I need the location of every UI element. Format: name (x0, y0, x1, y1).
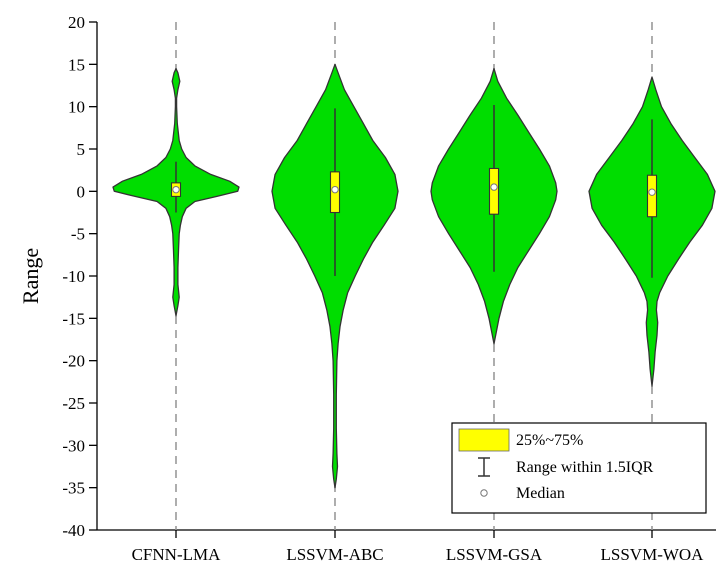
y-tick-label: 5 (77, 140, 86, 159)
legend-box-swatch (458, 428, 510, 452)
legend-label: Median (516, 485, 565, 502)
legend-label: Range within 1.5IQR (516, 459, 654, 476)
y-tick-label: -25 (62, 394, 85, 413)
legend-whisker-icon (478, 457, 490, 477)
violin-group (430, 67, 558, 345)
violin-group (271, 63, 399, 489)
median-marker (648, 188, 656, 196)
y-tick-label: -5 (71, 225, 85, 244)
legend-label: 25%~75% (516, 432, 583, 449)
median-marker (490, 183, 498, 191)
violin-group (588, 76, 716, 387)
legend: 25%~75% Range within 1.5IQR Median (451, 422, 707, 514)
x-tick-label: LSSVM-GSA (446, 545, 543, 564)
x-tick-label: LSSVM-ABC (286, 545, 383, 564)
y-tick-label: 15 (68, 55, 85, 74)
y-tick-label: 0 (77, 182, 86, 201)
median-marker (172, 185, 180, 194)
x-tick-label: LSSVM-WOA (601, 545, 705, 564)
iqr-box (646, 174, 658, 218)
y-tick-label: -15 (62, 309, 85, 328)
violins (112, 63, 716, 489)
y-tick-label: -35 (62, 479, 85, 498)
median-marker (331, 185, 339, 194)
y-tick-label: -30 (62, 436, 85, 455)
x-axis: CFNN-LMA LSSVM-ABC LSSVM-GSA LSSVM-WOA (132, 530, 705, 564)
y-tick-label: -10 (62, 267, 85, 286)
y-tick-label: -20 (62, 352, 85, 371)
y-tick-label: 20 (68, 13, 85, 32)
legend-median-icon (480, 489, 488, 497)
violin-group (112, 67, 240, 317)
x-tick-label: CFNN-LMA (132, 545, 222, 564)
y-axis-title: Range (18, 248, 43, 304)
y-tick-label: -40 (62, 521, 85, 540)
y-axis: 20 15 10 5 0 -5 -10 -15 -20 -25 -30 -35 -40 (62, 13, 97, 540)
iqr-box (488, 167, 500, 215)
y-tick-label: 10 (68, 98, 85, 117)
